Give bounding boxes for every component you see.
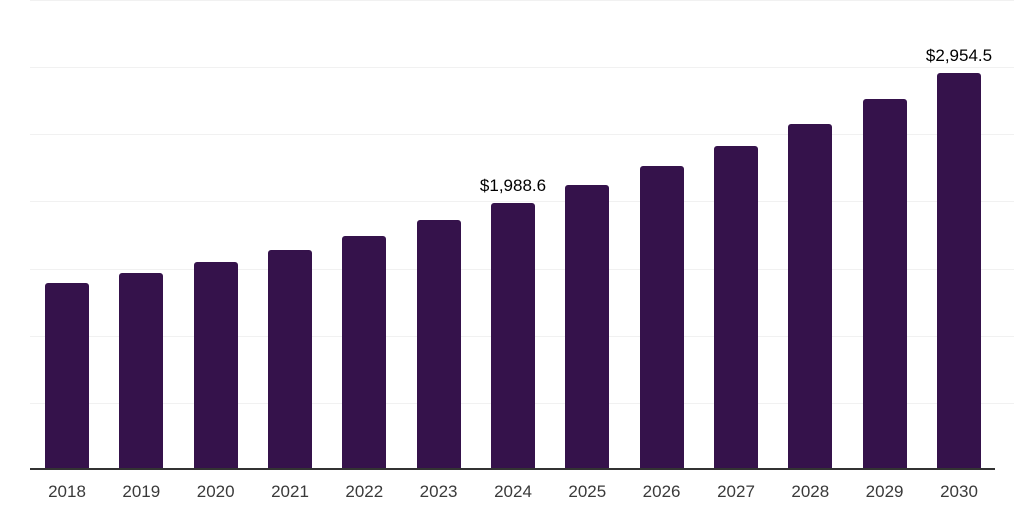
bar-2025 <box>565 184 610 468</box>
gridline-2000 <box>30 201 1014 202</box>
bar-2026 <box>639 165 684 468</box>
x-axis-line <box>30 468 995 470</box>
bar-2019 <box>119 273 164 468</box>
bar-2023 <box>416 220 461 468</box>
gridline-3500 <box>30 0 1014 1</box>
bar-2024 <box>491 203 535 468</box>
x-tick-label-2020: 2020 <box>196 482 235 501</box>
bar-2018 <box>45 283 89 468</box>
x-tick-label-2028: 2028 <box>791 482 830 501</box>
x-tick-label-2019: 2019 <box>122 482 161 501</box>
bar-2029 <box>862 99 907 468</box>
x-tick-label-2029: 2029 <box>865 482 904 501</box>
data-label-2024: $1,988.6 <box>479 176 547 195</box>
x-tick-label-2022: 2022 <box>345 482 384 501</box>
bar-2022 <box>342 235 387 468</box>
bar-2027 <box>714 146 758 468</box>
x-tick-label-2024: 2024 <box>494 482 532 501</box>
bar-2030 <box>937 73 981 468</box>
x-tick-label-2018: 2018 <box>48 482 86 501</box>
x-tick-label-2025: 2025 <box>568 482 607 501</box>
bar-2021 <box>268 249 312 468</box>
bar-2028 <box>788 124 833 468</box>
x-tick-label-2026: 2026 <box>642 482 681 501</box>
gridline-2500 <box>30 134 1014 135</box>
data-label-2030: $2,954.5 <box>925 46 993 66</box>
x-tick-label-2023: 2023 <box>419 482 458 501</box>
x-tick-label-2027: 2027 <box>717 482 755 501</box>
x-tick-label-2021: 2021 <box>271 482 309 501</box>
gridline-3000 <box>30 67 1014 68</box>
bar-2020 <box>193 261 238 468</box>
x-tick-label-2030: 2030 <box>940 482 978 501</box>
